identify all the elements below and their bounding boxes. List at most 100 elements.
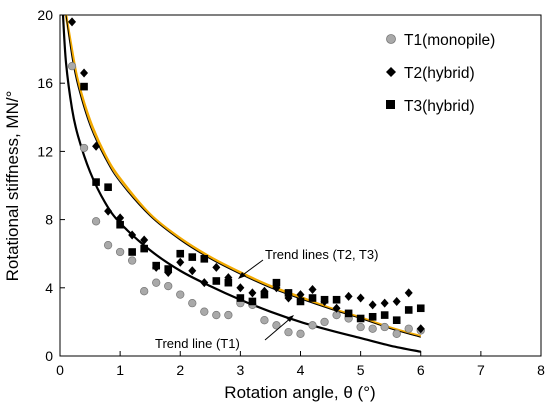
point-t1 (140, 287, 149, 296)
point-t1 (224, 310, 233, 320)
point-t1 (103, 241, 113, 250)
point-t1 (176, 290, 185, 299)
point-t1 (91, 217, 101, 226)
point-t2 (80, 68, 89, 78)
point-t1 (67, 62, 77, 71)
point-t2 (296, 290, 305, 300)
point-t1 (212, 310, 221, 320)
point-t2 (392, 296, 401, 306)
annotation-arrowhead-t2-t3 (238, 272, 246, 279)
point-t1 (404, 324, 413, 333)
point-t1 (356, 322, 365, 332)
annotation-trend-t2-t3: Trend lines (T2, T3) (238, 247, 378, 279)
annotation-text-t1: Trend line (T1) (155, 336, 240, 351)
point-t3 (128, 248, 136, 256)
point-t3 (176, 249, 185, 258)
point-t3 (260, 290, 269, 299)
point-t2 (116, 213, 125, 223)
point-t2 (68, 17, 77, 27)
y-tick-label: 20 (37, 7, 53, 23)
trend-line-1 (61, 14, 421, 353)
x-tick-label: 2 (176, 362, 184, 378)
point-t2 (332, 303, 341, 313)
point-t3 (104, 183, 112, 192)
point-t1 (164, 281, 173, 291)
x-tick-label: 7 (477, 362, 485, 378)
point-t2 (128, 230, 137, 240)
annotation-trend-t1: Trend line (T1) (155, 315, 294, 351)
x-tick-label: 6 (417, 362, 425, 378)
point-t2 (248, 288, 257, 298)
point-t2 (236, 283, 245, 293)
y-tick-label: 12 (37, 143, 53, 159)
point-t3 (236, 294, 245, 302)
y-tick-label: 16 (37, 75, 53, 91)
legend-marker-t3 (386, 100, 395, 109)
point-t3 (92, 178, 100, 186)
point-t1 (296, 329, 305, 338)
point-t1 (260, 316, 269, 325)
point-t3 (284, 289, 293, 297)
legend-marker-t1 (386, 34, 396, 44)
point-t1 (272, 321, 281, 330)
point-t1 (200, 307, 209, 316)
point-t3 (356, 314, 365, 323)
annotation-arrow-t1 (264, 316, 293, 341)
point-t3 (320, 295, 329, 304)
point-t1 (284, 327, 293, 337)
point-t1 (127, 256, 137, 265)
point-t1 (380, 322, 389, 332)
point-t3 (224, 278, 233, 287)
point-t2 (92, 141, 101, 151)
point-t2 (380, 298, 389, 308)
x-axis-label: Rotation angle, θ (°) (224, 383, 375, 402)
x-tick-label: 4 (297, 362, 305, 378)
point-t2 (176, 257, 185, 267)
point-t2 (188, 266, 197, 276)
point-t1 (392, 329, 401, 338)
point-t3 (248, 297, 257, 306)
x-tick-label: 1 (116, 362, 124, 378)
point-t1 (368, 324, 377, 333)
x-tick-label: 0 (56, 362, 64, 378)
x-tick-label: 8 (537, 362, 545, 378)
point-t3 (332, 295, 341, 304)
legend-label-t1: T1(monopile) (404, 32, 495, 49)
point-t2 (308, 285, 317, 295)
point-t3 (188, 253, 197, 261)
point-t3 (272, 278, 281, 287)
y-tick-label: 4 (45, 280, 53, 296)
point-t1 (320, 317, 329, 327)
point-t2 (140, 235, 149, 245)
point-t3 (380, 311, 389, 319)
point-t3 (308, 294, 317, 302)
point-t2 (200, 278, 209, 288)
point-t1 (308, 321, 317, 330)
point-t1 (115, 247, 125, 257)
point-t3 (392, 316, 401, 324)
point-t2 (416, 324, 425, 334)
legend: T1(monopile) T2(hybrid) T3(hybrid) (386, 32, 495, 115)
legend-marker-t2 (386, 67, 396, 77)
y-axis-label: Rotational stiffness, MN/° (3, 91, 22, 282)
point-t2 (212, 262, 221, 272)
point-t2 (356, 293, 365, 303)
annotation-text-t2-t3: Trend lines (T2, T3) (265, 247, 378, 262)
point-t1 (152, 278, 161, 287)
point-t3 (404, 306, 413, 314)
point-t3 (116, 220, 124, 229)
point-t3 (140, 244, 148, 253)
y-tick-label: 8 (45, 212, 53, 228)
point-t1 (79, 143, 89, 153)
legend-label-t3: T3(hybrid) (404, 98, 475, 115)
point-t3 (296, 297, 305, 306)
y-tick-label: 0 (45, 348, 53, 364)
point-t1 (188, 298, 197, 308)
annotation-arrowhead-t1 (286, 315, 294, 322)
point-t2 (404, 288, 413, 298)
data-points (67, 17, 425, 338)
point-t2 (104, 206, 113, 216)
x-tick-label: 3 (236, 362, 244, 378)
